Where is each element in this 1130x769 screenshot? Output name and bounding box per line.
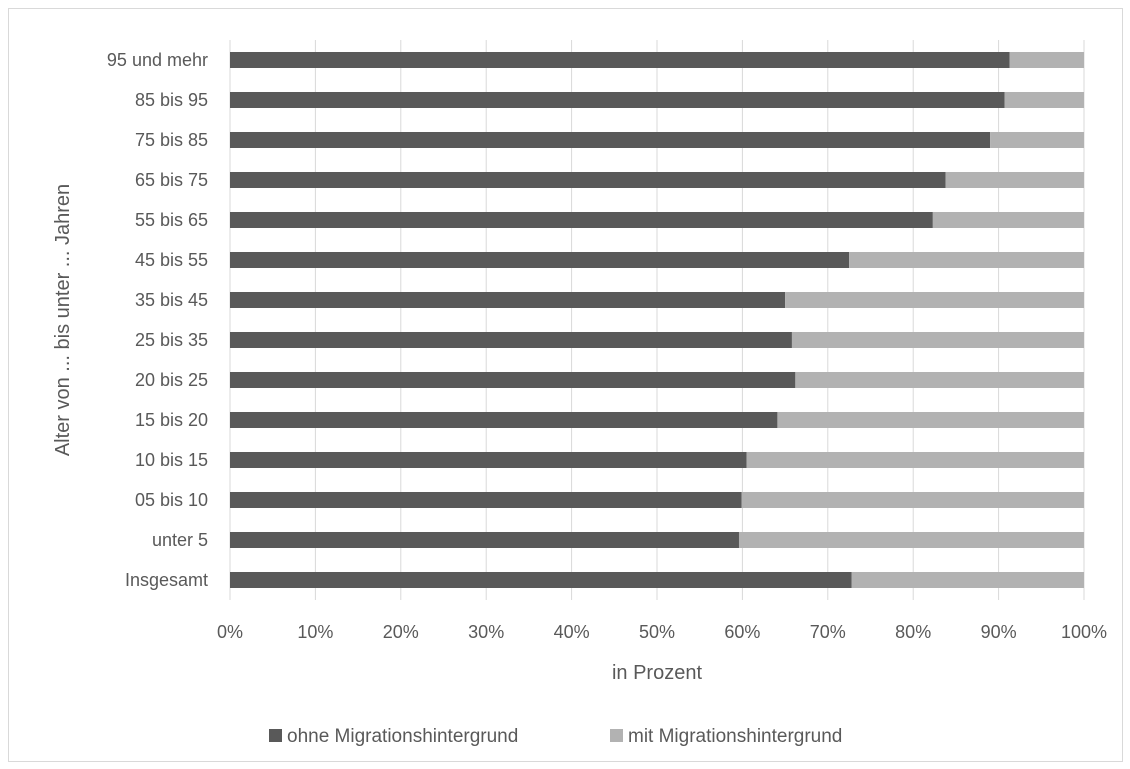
bar-segment-ohne (230, 292, 786, 308)
category-label: 15 bis 20 (135, 410, 208, 430)
x-tick-label: 20% (383, 622, 419, 642)
bar-segment-mit (932, 212, 1084, 228)
x-tick-label: 30% (468, 622, 504, 642)
bar-segment-ohne (230, 212, 933, 228)
legend-label-mit: mit Migrationshintergrund (628, 726, 842, 747)
category-label: 35 bis 45 (135, 290, 208, 310)
x-axis-title: in Prozent (612, 662, 702, 684)
bar-segment-ohne (230, 532, 739, 548)
x-tick-label: 0% (217, 622, 243, 642)
stacked-bar-chart: 95 und mehr 85 bis 95 75 bis 85 65 bis 75 55… (52, 40, 1107, 747)
bar-segment-ohne (230, 572, 852, 588)
bar-segment-ohne (230, 372, 796, 388)
bar-segment-mit (1004, 92, 1084, 108)
x-tick-label: 100% (1061, 622, 1107, 642)
bar-segment-ohne (230, 132, 991, 148)
bar-segment-mit (741, 492, 1084, 508)
bar-segment-mit (777, 412, 1084, 428)
category-label: 65 bis 75 (135, 170, 208, 190)
category-label: 45 bis 55 (135, 250, 208, 270)
grid-lines (229, 40, 1085, 600)
bars (230, 52, 1084, 588)
x-tick-labels: 0% 10% 20% 30% 40% 50% 60% 70% 80% 90% 100% (217, 622, 1107, 642)
category-label: Insgesamt (125, 570, 208, 590)
bar-segment-ohne (230, 492, 742, 508)
category-label: 75 bis 85 (135, 130, 208, 150)
category-label: 55 bis 65 (135, 210, 208, 230)
category-label: 95 und mehr (107, 50, 208, 70)
category-label: 85 bis 95 (135, 90, 208, 110)
y-axis-title: Alter von ... bis unter ... Jahren (52, 184, 74, 456)
bar-segment-mit (791, 332, 1084, 348)
category-label: 20 bis 25 (135, 370, 208, 390)
x-tick-label: 80% (895, 622, 931, 642)
legend: ohne Migrationshintergrund mit Migration… (269, 726, 842, 747)
x-tick-label: 60% (724, 622, 760, 642)
x-tick-label: 70% (810, 622, 846, 642)
bar-segment-ohne (230, 52, 1010, 68)
bar-segment-mit (746, 452, 1084, 468)
legend-swatch-mit (610, 729, 623, 742)
bar-segment-ohne (230, 452, 747, 468)
category-labels: 95 und mehr 85 bis 95 75 bis 85 65 bis 75 55… (107, 50, 208, 590)
bar-segment-ohne (230, 332, 792, 348)
bar-segment-mit (851, 572, 1084, 588)
bar-segment-mit (795, 372, 1084, 388)
legend-swatch-ohne (269, 729, 282, 742)
bar-segment-mit (990, 132, 1084, 148)
bar-segment-mit (849, 252, 1084, 268)
x-tick-label: 90% (981, 622, 1017, 642)
chart-frame: 95 und mehr 85 bis 95 75 bis 85 65 bis 75 55… (8, 8, 1123, 762)
bar-segment-ohne (230, 412, 778, 428)
bar-segment-mit (945, 172, 1084, 188)
x-tick-label: 10% (297, 622, 333, 642)
legend-label-ohne: ohne Migrationshintergrund (287, 726, 518, 747)
bar-segment-ohne (230, 92, 1005, 108)
category-label: 25 bis 35 (135, 330, 208, 350)
bar-segment-mit (1009, 52, 1084, 68)
bar-segment-ohne (230, 172, 946, 188)
x-tick-label: 50% (639, 622, 675, 642)
bar-segment-mit (738, 532, 1084, 548)
category-label: unter 5 (152, 530, 208, 550)
bar-segment-mit (785, 292, 1084, 308)
category-label: 10 bis 15 (135, 450, 208, 470)
x-tick-label: 40% (554, 622, 590, 642)
category-label: 05 bis 10 (135, 490, 208, 510)
bar-segment-ohne (230, 252, 850, 268)
